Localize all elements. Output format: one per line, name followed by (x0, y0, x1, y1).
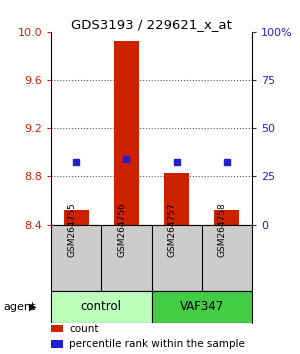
FancyBboxPatch shape (152, 291, 252, 323)
Bar (164, 173, 189, 224)
Text: count: count (69, 324, 99, 333)
Text: control: control (81, 301, 122, 313)
FancyBboxPatch shape (51, 291, 152, 323)
Bar (214, 210, 239, 224)
Title: GDS3193 / 229621_x_at: GDS3193 / 229621_x_at (71, 18, 232, 31)
Text: ▶: ▶ (28, 302, 36, 312)
Text: VAF347: VAF347 (180, 301, 224, 313)
Bar (114, 41, 139, 224)
Text: GSM264757: GSM264757 (168, 202, 177, 257)
Text: GSM264755: GSM264755 (67, 202, 76, 257)
Bar (51, 340, 63, 348)
Bar (64, 210, 89, 224)
Text: GSM264758: GSM264758 (218, 202, 227, 257)
Text: agent: agent (3, 302, 35, 312)
Text: percentile rank within the sample: percentile rank within the sample (69, 339, 245, 349)
Bar (51, 325, 63, 332)
Text: GSM264756: GSM264756 (117, 202, 126, 257)
